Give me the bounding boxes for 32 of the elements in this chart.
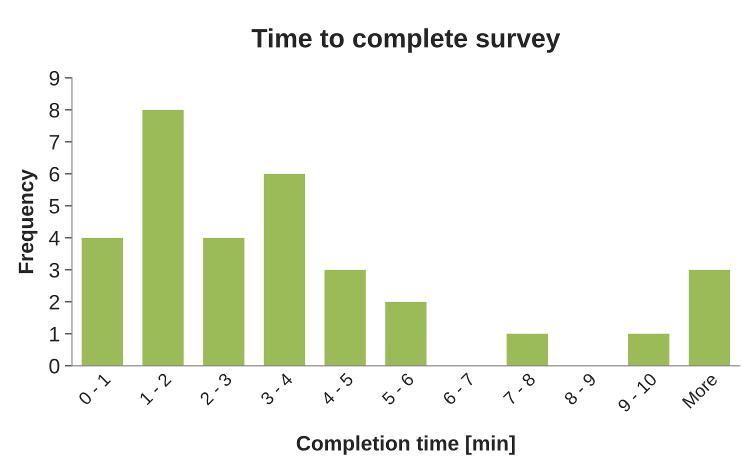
chart-title: Time to complete survey <box>252 28 560 53</box>
y-tick-label: 8 <box>49 102 60 118</box>
y-tick-label: 5 <box>49 199 60 214</box>
bar <box>628 334 670 366</box>
y-tick-label: 6 <box>50 166 60 182</box>
y-tick-label: 3 <box>49 262 60 278</box>
y-tick-label: 1 <box>50 327 60 342</box>
bar <box>82 238 123 366</box>
x-tick-label: 0 - 1 <box>78 372 112 406</box>
x-tick-label: 6 - 7 <box>442 372 476 406</box>
x-axis-title: Completion time [min] <box>296 435 515 455</box>
y-tick-label: 9 <box>50 70 60 86</box>
y-tick-label: 4 <box>49 231 60 246</box>
bar <box>324 270 366 366</box>
x-tick-label: 4 - 5 <box>320 372 354 406</box>
x-tick-label: 8 - 9 <box>563 372 597 406</box>
y-tick-label: 7 <box>50 135 60 150</box>
x-tick-label: 2 - 3 <box>199 372 233 406</box>
bar <box>688 270 730 366</box>
x-tick-label: 5 - 6 <box>381 372 415 406</box>
bar <box>506 334 548 366</box>
y-tick-label: 0 <box>49 358 60 374</box>
y-axis-title: Frequency <box>18 169 38 274</box>
bar <box>385 302 427 366</box>
x-tick-label: 3 - 4 <box>260 372 294 406</box>
x-tick-label: 7 - 8 <box>502 372 536 406</box>
x-tick-label: 9 - 10 <box>617 372 658 413</box>
bar <box>264 174 306 366</box>
bar <box>142 110 184 366</box>
y-tick-label: 2 <box>50 294 60 310</box>
x-tick-label: 1 - 2 <box>138 372 172 406</box>
bar <box>203 238 244 366</box>
